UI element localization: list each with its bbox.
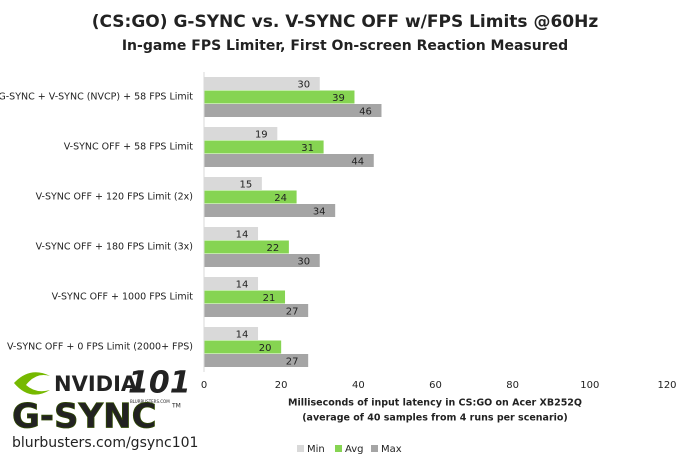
value-label: 20 [259,343,272,354]
bar [204,290,286,304]
value-label: 27 [286,357,299,368]
legend-label: Max [381,444,402,455]
bar [204,227,259,240]
x-axis-title: Milliseconds of input latency in CS:GO o… [288,398,582,409]
value-label: 30 [297,257,310,268]
logo-brand: NVIDIA [54,372,138,396]
x-tick-label: 0 [201,380,207,391]
value-label: 31 [301,143,314,154]
y-tick-label: V-SYNC OFF + 0 FPS Limit (2000+ FPS) [7,342,193,353]
logo-badge: 101 [128,366,191,401]
bar [204,327,259,340]
value-label: 27 [286,307,299,318]
value-label: 46 [359,107,372,118]
bar [204,204,336,217]
chart-subtitle: In-game FPS Limiter, First On-screen Rea… [122,38,568,54]
legend-label: Avg [345,444,364,455]
y-tick-label: V-SYNC OFF + 120 FPS Limit (2x) [36,192,193,203]
legend-swatch [297,445,304,452]
x-tick-label: 80 [506,380,519,391]
x-tick-label: 20 [275,380,288,391]
bar [204,127,278,140]
value-label: 24 [274,193,287,204]
bar [204,154,374,167]
logo-badge-caption: BLURBUSTERS.COM [130,399,170,404]
x-tick-label: 100 [580,380,599,391]
y-tick-label: G-SYNC + V-SYNC (NVCP) + 58 FPS Limit [0,92,193,103]
value-label: 39 [332,93,345,104]
value-label: 14 [236,280,249,291]
x-tick-label: 60 [429,380,442,391]
y-tick-label: V-SYNC OFF + 180 FPS Limit (3x) [36,242,193,253]
bar [204,240,289,254]
logo-url: blurbusters.com/gsync101 [12,435,198,451]
legend-label: Min [307,444,325,455]
y-tick-label: V-SYNC OFF + 1000 FPS Limit [52,292,194,303]
bar [204,304,309,317]
x-axis-note: (average of 40 samples from 4 runs per s… [302,413,568,424]
value-label: 14 [236,330,249,341]
logo: NVIDIA 101 BLURBUSTERS.COM G-SYNC TM blu… [12,366,199,452]
bar [204,354,309,367]
bar [204,104,382,117]
bar [204,177,262,190]
value-label: 14 [236,230,249,241]
legend-swatch [371,445,378,452]
value-label: 30 [297,80,310,91]
y-tick-label: V-SYNC OFF + 58 FPS Limit [64,142,194,153]
value-label: 44 [351,157,364,168]
bar [204,277,259,290]
bar [204,340,282,354]
bar [204,77,320,90]
bar [204,254,320,267]
bar [204,90,355,104]
value-label: 21 [263,293,276,304]
logo-trademark: TM [171,403,181,410]
x-tick-label: 120 [657,380,676,391]
legend-swatch [335,445,342,452]
value-label: 22 [267,243,280,254]
logo-eye [14,372,50,395]
bar [204,190,297,204]
value-label: 34 [313,207,326,218]
chart-title: (CS:GO) G-SYNC vs. V-SYNC OFF w/FPS Limi… [92,12,599,32]
value-label: 19 [255,130,268,141]
bar [204,140,324,154]
value-label: 15 [240,180,253,191]
x-tick-label: 40 [352,380,365,391]
logo-product: G-SYNC [12,397,157,437]
